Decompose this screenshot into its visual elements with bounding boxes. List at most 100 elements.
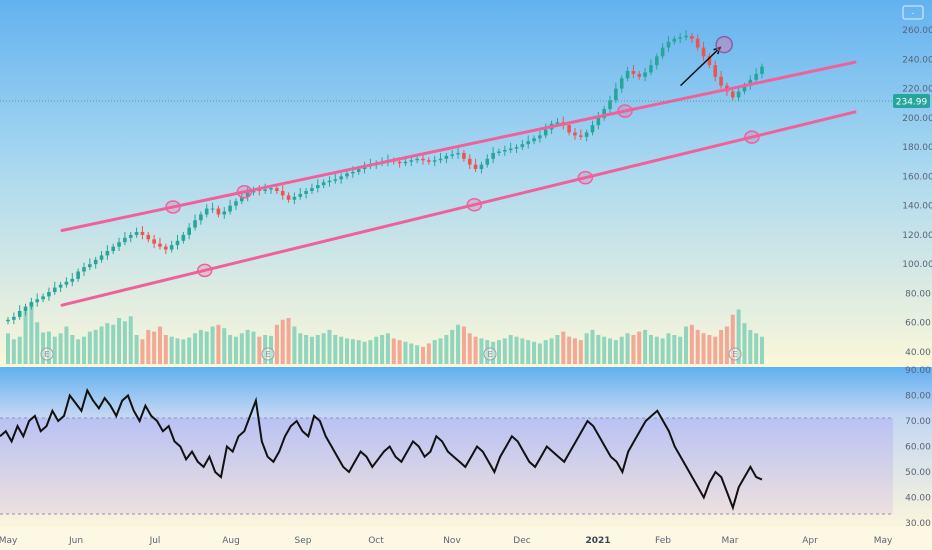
candle-body xyxy=(47,291,51,297)
candle-body xyxy=(239,196,244,202)
candle-body xyxy=(438,158,443,161)
candle-body xyxy=(123,237,127,243)
candle-body xyxy=(526,141,531,145)
candle-body xyxy=(415,158,419,161)
candle-body xyxy=(660,47,665,57)
volume-bar xyxy=(6,333,10,364)
volume-bar xyxy=(93,329,98,364)
rsi-tick-label: 90.00 xyxy=(905,366,931,376)
volume-bar xyxy=(99,326,104,364)
time-tick-label: Mar xyxy=(722,536,739,546)
volume-bar xyxy=(631,335,636,364)
touch-marker xyxy=(617,104,633,118)
volume-bar xyxy=(415,345,420,364)
earnings-marker xyxy=(728,347,742,361)
volume-bar xyxy=(695,329,700,364)
volume-bar xyxy=(619,336,624,364)
volume-bar xyxy=(654,336,659,364)
volume-bar xyxy=(146,329,151,364)
candle-body xyxy=(29,302,34,307)
candle-body xyxy=(263,189,267,191)
candle-body xyxy=(234,201,238,206)
candle-body xyxy=(193,220,197,228)
candle-body xyxy=(175,240,180,246)
volume-bar xyxy=(251,331,256,364)
volume-bar xyxy=(707,335,712,364)
candle-body xyxy=(99,255,104,260)
candle-body xyxy=(684,35,688,38)
volume-bar xyxy=(263,335,268,364)
candle-body xyxy=(497,151,501,153)
candle-body xyxy=(134,231,139,235)
candle-body xyxy=(310,188,314,191)
candle-body xyxy=(93,259,98,265)
candle-body xyxy=(286,195,291,200)
rsi-tick-label: 60.00 xyxy=(905,443,931,453)
price-tick-label: 80.00 xyxy=(905,289,931,299)
volume-bar xyxy=(169,336,174,364)
volume-bar xyxy=(508,335,513,364)
volume-bar xyxy=(760,336,764,364)
price-tick-label: 180.00 xyxy=(902,143,932,153)
target-arrow-head xyxy=(713,46,722,55)
candle-body xyxy=(210,208,215,210)
volume-bar xyxy=(81,336,86,364)
time-tick-label: Nov xyxy=(443,536,461,546)
time-tick-label: May xyxy=(874,536,893,546)
volume-bar xyxy=(87,331,92,364)
volume-bars xyxy=(6,301,764,364)
volume-bar xyxy=(245,329,250,364)
volume-bar xyxy=(689,324,694,364)
candle-body xyxy=(532,138,536,142)
volume-bar xyxy=(70,335,75,364)
channel-lower-line xyxy=(60,110,857,307)
candle-body xyxy=(602,109,606,118)
candle-body xyxy=(397,161,402,164)
candle-body xyxy=(736,91,741,98)
volume-bar xyxy=(350,339,355,364)
candle-body xyxy=(608,100,612,110)
candle-body xyxy=(117,242,121,247)
volume-bar xyxy=(684,326,689,364)
target-circle xyxy=(715,35,733,54)
candle-body xyxy=(333,179,338,181)
candle-body xyxy=(444,155,449,159)
volume-bar xyxy=(456,324,461,364)
candle-body xyxy=(82,267,86,272)
candle-body xyxy=(6,319,10,322)
candle-body xyxy=(111,246,116,252)
volume-bar xyxy=(269,335,274,364)
volume-bar xyxy=(742,323,747,364)
volume-bar xyxy=(748,329,753,364)
volume-bar xyxy=(397,340,402,364)
volume-bar xyxy=(754,333,759,364)
touch-marker xyxy=(577,170,594,185)
candle-body xyxy=(672,38,677,42)
volume-bar xyxy=(736,309,741,364)
candle-body xyxy=(105,251,110,256)
candle-body xyxy=(327,180,332,183)
volume-bar xyxy=(233,336,238,364)
volume-bar xyxy=(228,335,233,364)
rsi-tick-label: 70.00 xyxy=(905,417,931,427)
candle-body xyxy=(321,182,326,186)
volume-bar xyxy=(35,322,40,364)
pane-badge[interactable]: - xyxy=(902,5,924,20)
volume-bar xyxy=(29,301,34,364)
candle-body xyxy=(351,171,355,174)
candle-body xyxy=(579,135,583,137)
volume-bar xyxy=(274,324,279,364)
volume-bar xyxy=(64,326,69,364)
volume-bar xyxy=(730,314,735,364)
candle-body xyxy=(450,154,455,156)
volume-bar xyxy=(426,343,431,364)
candle-body xyxy=(17,311,22,317)
candle-body xyxy=(245,192,250,197)
volume-bar xyxy=(187,337,192,364)
volume-bar xyxy=(461,326,466,364)
candle-body xyxy=(462,152,466,159)
price-axis: 40.00 60.00 80.00 100.00 120.00 140.00 160.00 1… xyxy=(902,26,932,358)
candle-body xyxy=(701,47,706,57)
pane-badge-text: - xyxy=(912,9,915,18)
